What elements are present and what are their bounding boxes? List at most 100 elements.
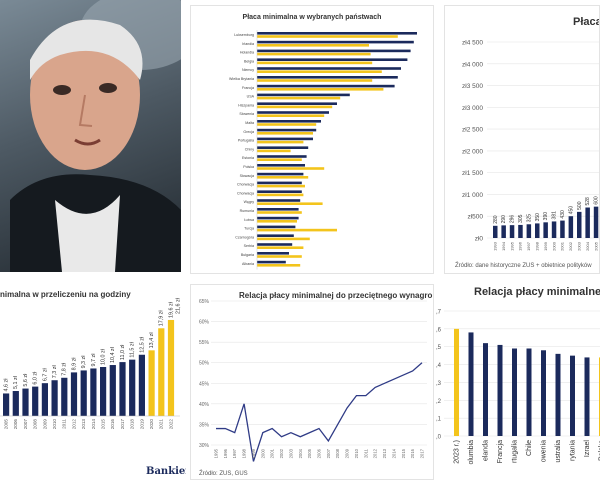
x-tick-label: 2021 xyxy=(159,419,164,430)
bar xyxy=(257,96,341,100)
x-tick-label: 2000 xyxy=(551,241,556,251)
y-tick-label: Serbia xyxy=(244,244,254,248)
bar xyxy=(497,344,503,436)
data-label: 6,7 zł xyxy=(42,367,48,381)
x-tick-label: 2017 xyxy=(420,448,425,458)
x-tick-label: 2022 xyxy=(168,419,173,430)
y-tick-label: 45% xyxy=(199,381,210,387)
data-label: 17,9 zł xyxy=(159,310,165,327)
data-label: 4,6 zł xyxy=(4,378,10,392)
y-tick-label: Portugalia xyxy=(238,139,254,143)
bar xyxy=(593,206,599,238)
x-tick-label: rtugalia xyxy=(512,440,519,463)
bar xyxy=(257,52,371,56)
bar xyxy=(257,76,398,79)
bar xyxy=(257,111,329,114)
bar xyxy=(577,211,582,238)
data-label: 381 xyxy=(552,211,558,220)
y-tick-label: zł2 500 xyxy=(462,127,483,134)
bar xyxy=(167,319,175,416)
y-tick-label: Węgry xyxy=(244,200,255,204)
data-label: 8,9 zł xyxy=(71,357,77,371)
x-tick-label: 2016 xyxy=(110,419,115,430)
bar xyxy=(257,264,301,267)
y-tick-label: zł3 000 xyxy=(462,105,483,112)
chart-ratio-by-country: Relacja płacy minimalnej ,0 ,1 ,2 ,3 ,4 ,5 ,6,… xyxy=(434,284,600,480)
chart-title: Relacja płacy minimalnej do przeciętnego… xyxy=(239,291,433,300)
bar xyxy=(257,220,297,223)
bar xyxy=(483,343,488,436)
bar xyxy=(61,377,68,416)
y-tick-label: Polska xyxy=(243,165,254,169)
y-tick-label: ,0 xyxy=(436,435,442,441)
y-tick-label: ,7 xyxy=(436,310,442,316)
portrait-photo xyxy=(0,0,181,272)
bar xyxy=(257,184,305,188)
data-label: 19,6 zł xyxy=(168,301,174,318)
bar xyxy=(80,370,87,416)
y-tick-label: zł1 000 xyxy=(462,192,483,199)
bar xyxy=(41,383,48,416)
x-tick-label: 2018 xyxy=(130,419,135,430)
chart-source: Źródło: ZUS, GUS xyxy=(199,471,248,477)
x-tick-label: 2014 xyxy=(91,419,96,430)
x-tick-label: 2019 xyxy=(139,419,144,430)
bar xyxy=(3,393,10,416)
bar xyxy=(257,155,307,158)
y-tick-label: USA xyxy=(247,95,255,99)
x-tick-label: 2007 xyxy=(326,448,331,458)
x-tick-label: Izrael xyxy=(584,440,591,458)
bar xyxy=(138,354,145,416)
bar xyxy=(454,328,459,436)
y-tick-label: Łotwa xyxy=(244,218,254,222)
data-label: 390 xyxy=(543,212,549,221)
chart-title: Relacja płacy minimalnej xyxy=(474,286,600,298)
x-tick-label: 2005 xyxy=(593,241,598,251)
bar xyxy=(541,350,546,436)
x-tick-label: 2004 xyxy=(298,448,303,458)
x-tick-label: 2006 xyxy=(13,419,18,430)
y-tick-label: Albania xyxy=(242,262,254,266)
data-label: 290 xyxy=(501,215,507,224)
y-tick-label: Malta xyxy=(245,121,254,125)
bar xyxy=(257,93,350,97)
data-label: 305 xyxy=(518,214,524,223)
x-tick-label: 1999 xyxy=(251,448,256,458)
y-tick-label: ,2 xyxy=(436,399,442,405)
x-tick-label: 2013 xyxy=(81,419,86,430)
x-tick-label: 2001 xyxy=(270,448,275,458)
x-tick-label: 2009 xyxy=(42,419,47,430)
series-line xyxy=(216,362,423,462)
x-tick-label: olumbia xyxy=(468,440,475,465)
bar xyxy=(257,246,304,249)
bar xyxy=(257,44,369,47)
bar xyxy=(257,255,302,258)
bar xyxy=(257,120,321,123)
x-tick-label: 2002 xyxy=(568,241,573,251)
data-label: 21,6 zł xyxy=(176,297,182,314)
data-label: 350 xyxy=(535,213,541,222)
y-tick-label: Hiszpania xyxy=(238,103,254,107)
y-tick-label: 65% xyxy=(199,299,210,305)
bar xyxy=(109,365,116,416)
bar xyxy=(257,146,309,149)
y-tick-label: zł4 000 xyxy=(462,61,483,68)
x-tick-label: 2012 xyxy=(71,419,76,430)
bar xyxy=(257,105,333,109)
x-tick-label: 1997 xyxy=(526,241,531,251)
bar xyxy=(257,137,313,141)
bar xyxy=(22,388,29,416)
bar xyxy=(543,222,548,238)
bar xyxy=(257,32,417,35)
x-tick-label: elanda xyxy=(483,440,490,461)
bar xyxy=(257,234,294,237)
x-tick-label: 2015 xyxy=(401,448,406,458)
bar xyxy=(257,158,302,161)
chart-title: Płaca m xyxy=(573,16,600,28)
bar xyxy=(257,208,299,211)
x-tick-label: 2001 xyxy=(560,241,565,251)
bar xyxy=(129,359,136,416)
y-tick-label: 60% xyxy=(199,320,210,326)
x-tick-label: 2023 r.) xyxy=(454,440,461,464)
bar xyxy=(257,211,302,214)
